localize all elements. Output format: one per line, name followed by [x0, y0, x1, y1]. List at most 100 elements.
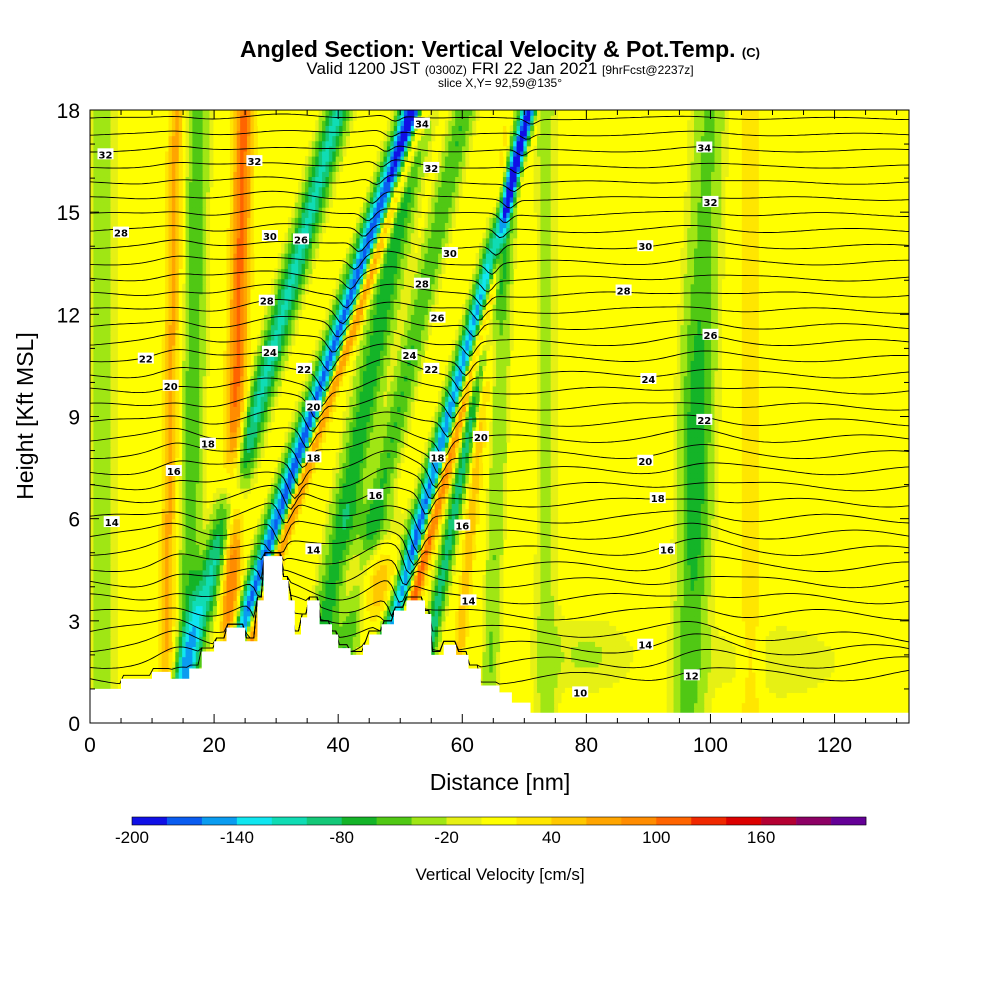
velocity-cell: [349, 549, 354, 556]
velocity-cell: [595, 651, 600, 658]
velocity-cell: [465, 641, 470, 647]
velocity-cell: [598, 671, 603, 678]
velocity-cell: [745, 666, 750, 673]
velocity-cell: [158, 574, 163, 581]
velocity-cell: [236, 585, 241, 591]
velocity-cell: [755, 641, 760, 647]
velocity-cell: [322, 554, 327, 561]
velocity-cell: [202, 605, 207, 612]
velocity-cell: [554, 559, 559, 566]
velocity-cell: [403, 590, 408, 596]
velocity-cell: [697, 523, 702, 530]
velocity-cell: [612, 625, 617, 632]
velocity-cell: [550, 625, 555, 632]
velocity-cell: [461, 610, 466, 617]
velocity-cell: [397, 518, 402, 525]
velocity-cell: [489, 564, 494, 571]
velocity-cell: [421, 590, 426, 596]
velocity-cell: [543, 631, 548, 637]
velocity-cell: [554, 523, 559, 530]
velocity-cell: [410, 523, 415, 530]
velocity-cell: [322, 533, 327, 540]
velocity-cell: [670, 702, 675, 709]
velocity-cell: [202, 579, 207, 586]
velocity-cell: [622, 641, 627, 647]
velocity-cell: [543, 590, 548, 596]
velocity-cell: [199, 579, 204, 586]
velocity-cell: [349, 564, 354, 571]
velocity-cell: [434, 615, 439, 622]
velocity-cell: [472, 533, 477, 540]
velocity-cell: [342, 636, 347, 642]
velocity-cell: [410, 549, 415, 556]
velocity-cell: [96, 682, 101, 688]
velocity-cell: [670, 651, 675, 658]
velocity-cell: [359, 518, 364, 525]
velocity-cell: [550, 579, 555, 586]
velocity-cell: [591, 646, 596, 653]
velocity-cell: [537, 615, 542, 622]
velocity-cell: [786, 687, 791, 693]
velocity-cell: [168, 600, 173, 607]
velocity-cell: [680, 646, 685, 653]
velocity-cell: [700, 564, 705, 571]
velocity-cell: [246, 574, 251, 581]
velocity-cell: [605, 682, 610, 688]
velocity-cell: [161, 554, 166, 561]
velocity-cell: [434, 651, 439, 658]
velocity-cell: [687, 646, 692, 653]
velocity-cell: [424, 569, 429, 576]
velocity-cell: [748, 631, 753, 637]
velocity-cell: [758, 544, 763, 550]
velocity-cell: [274, 523, 279, 530]
velocity-cell: [322, 523, 327, 530]
velocity-cell: [188, 600, 193, 607]
velocity-cell: [547, 636, 552, 642]
velocity-cell: [322, 610, 327, 617]
velocity-cell: [158, 600, 163, 607]
velocity-cell: [444, 518, 449, 525]
velocity-cell: [758, 605, 763, 612]
velocity-cell: [171, 518, 176, 525]
velocity-cell: [96, 620, 101, 627]
velocity-cell: [680, 554, 685, 561]
velocity-cell: [697, 539, 702, 545]
velocity-cell: [748, 677, 753, 683]
velocity-cell: [209, 610, 214, 617]
velocity-cell: [704, 702, 709, 709]
velocity-cell: [168, 544, 173, 550]
velocity-cell: [700, 656, 705, 663]
velocity-cell: [673, 590, 678, 596]
velocity-cell: [492, 651, 497, 658]
velocity-cell: [110, 569, 115, 576]
velocity-cell: [161, 585, 166, 591]
velocity-cell: [608, 636, 613, 642]
velocity-cell: [567, 682, 572, 688]
velocity-cell: [216, 533, 221, 540]
velocity-cell: [755, 528, 760, 535]
velocity-cell: [178, 590, 183, 596]
velocity-cell: [683, 528, 688, 535]
velocity-cell: [376, 631, 381, 637]
velocity-cell: [554, 528, 559, 535]
velocity-cell: [557, 677, 562, 683]
velocity-cell: [758, 554, 763, 561]
velocity-cell: [465, 544, 470, 550]
velocity-cell: [386, 569, 391, 576]
velocity-cell: [775, 671, 780, 678]
velocity-cell: [171, 539, 176, 545]
velocity-cell: [533, 610, 538, 617]
velocity-cell: [673, 661, 678, 668]
velocity-cell: [680, 528, 685, 535]
velocity-cell: [182, 544, 187, 550]
velocity-cell: [209, 539, 214, 545]
forecast-tag: [9hrFcst@2237z]: [602, 63, 694, 77]
velocity-cell: [741, 554, 746, 561]
velocity-cell: [158, 615, 163, 622]
velocity-cell: [752, 605, 757, 612]
velocity-cell: [492, 595, 497, 601]
velocity-cell: [612, 656, 617, 663]
velocity-cell: [451, 564, 456, 571]
velocity-cell: [574, 636, 579, 642]
velocity-cell: [540, 554, 545, 561]
